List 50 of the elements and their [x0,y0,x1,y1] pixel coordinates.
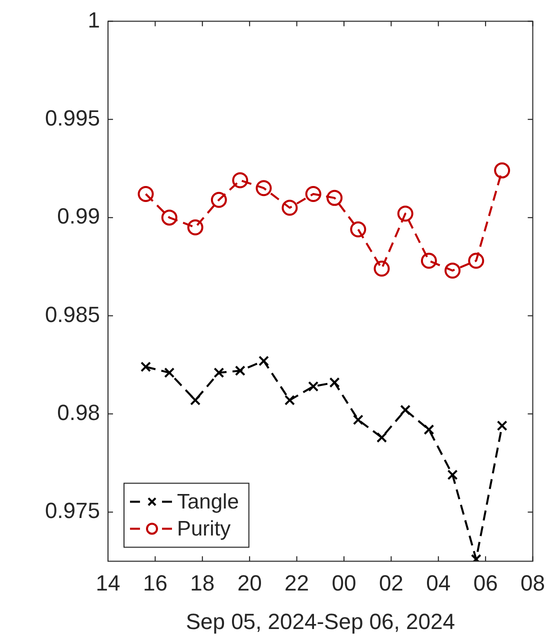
y-tick-label: 0.985 [44,302,100,327]
point [214,367,224,378]
point [352,414,364,426]
point [468,252,484,269]
point [494,162,510,178]
x-tick-label: 06 [473,570,498,596]
y-tick-label: 0.98 [57,400,100,425]
legend-label: Tangle [177,490,239,514]
point [397,206,414,222]
x-tick-label: 18 [190,570,215,596]
point [140,362,151,372]
point [374,260,390,277]
point [234,365,246,376]
point [284,394,295,406]
y-tick-label: 1 [88,7,100,32]
point [424,424,434,435]
point [187,219,204,236]
y-tick-label: 0.99 [57,204,100,229]
point [444,262,461,279]
x-tick-label: 04 [426,570,451,596]
point [161,210,178,226]
x-tick-label: 02 [378,570,404,596]
legend-label: Purity [177,517,232,540]
point [210,192,227,208]
point [282,200,298,216]
point [190,394,201,406]
y-tick-label: 0.975 [44,498,100,524]
point [305,186,322,202]
point [164,367,175,378]
x-tick-label: 08 [520,570,546,596]
point [496,420,508,431]
point [400,404,411,416]
x-axis-title: Sep 05, 2024-Sep 06, 2024 [186,608,455,634]
point [308,381,319,392]
x-tick-label: 20 [237,570,262,596]
point [447,470,458,480]
point [350,221,366,238]
x-tick-label: 22 [284,570,310,596]
point [256,180,272,196]
point [326,190,343,206]
point [376,432,387,443]
point [232,172,248,188]
x-tick-label: 14 [96,570,120,596]
point [138,186,154,202]
x-tick-label: 16 [142,570,168,596]
x-tick-label: 00 [332,570,356,596]
point [258,356,269,366]
point [329,377,340,388]
y-tick-label: 0.995 [44,105,100,130]
point [420,252,437,269]
